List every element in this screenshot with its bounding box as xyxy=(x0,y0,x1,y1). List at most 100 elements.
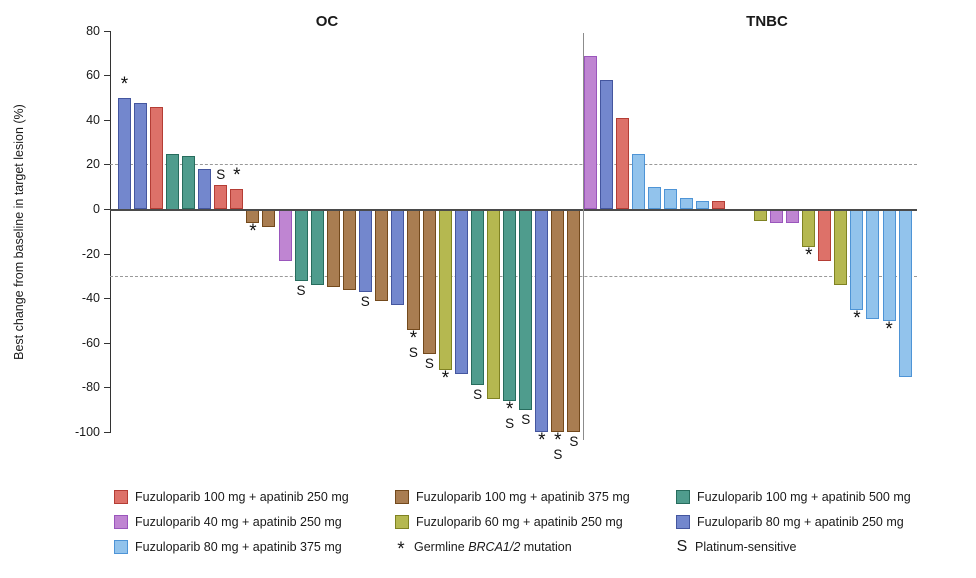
bar xyxy=(551,209,565,433)
y-tick-label: -100 xyxy=(74,424,100,439)
y-tick-label: -60 xyxy=(81,335,100,350)
legend-swatch xyxy=(114,514,128,529)
legend-item: Fuzuloparib 100 mg + apatinib 250 mg xyxy=(114,489,395,504)
brca-mutation-marker: * xyxy=(233,165,241,187)
legend-item: Fuzuloparib 60 mg + apatinib 250 mg xyxy=(395,514,676,529)
legend-item: Fuzuloparib 80 mg + apatinib 375 mg xyxy=(114,539,395,554)
bar xyxy=(374,209,388,301)
bar xyxy=(632,153,646,210)
bar xyxy=(802,209,816,248)
bar xyxy=(818,209,832,261)
panel-title-oc: OC xyxy=(315,13,339,30)
y-tick-mark xyxy=(104,209,110,210)
bar xyxy=(294,209,308,281)
y-tick-label: 80 xyxy=(86,23,100,38)
bar xyxy=(310,209,324,286)
bar xyxy=(487,209,501,399)
legend-item: S Platinum-sensitive xyxy=(676,537,911,555)
legend-item: * Germline BRCA1/2 mutation xyxy=(395,539,676,560)
bar xyxy=(342,209,356,290)
y-tick-label: 40 xyxy=(86,112,100,127)
legend-item: Fuzuloparib 100 mg + apatinib 500 mg xyxy=(676,489,911,504)
legend-label: Fuzuloparib 80 mg + apatinib 250 mg xyxy=(697,514,904,529)
legend-swatch xyxy=(676,489,690,504)
y-tick-mark xyxy=(104,253,110,255)
legend-item: Fuzuloparib 80 mg + apatinib 250 mg xyxy=(676,514,911,529)
platinum-sensitive-marker: S xyxy=(296,282,306,298)
platinum-sensitive-marker: S xyxy=(408,344,418,360)
bar xyxy=(471,209,485,386)
bar xyxy=(866,209,880,319)
bar xyxy=(278,209,292,261)
bar xyxy=(118,98,131,210)
legend-swatch xyxy=(395,514,409,529)
bar xyxy=(535,209,549,433)
platinum-sensitive-marker: S xyxy=(569,434,579,450)
y-tick-mark xyxy=(104,387,110,389)
bar xyxy=(439,209,452,370)
bar xyxy=(166,153,180,210)
bar xyxy=(850,209,864,310)
legend-label: Fuzuloparib 100 mg + apatinib 375 mg xyxy=(416,489,630,504)
legend-item: Fuzuloparib 100 mg + apatinib 375 mg xyxy=(395,489,676,504)
brca-mutation-marker: * xyxy=(249,220,257,242)
bar xyxy=(455,209,469,375)
y-tick-mark xyxy=(104,431,110,433)
bar xyxy=(326,209,340,288)
y-tick-label: 0 xyxy=(93,202,100,216)
platinum-marker-symbol: S xyxy=(676,537,688,555)
bar xyxy=(754,209,768,221)
y-tick-mark xyxy=(104,119,110,121)
y-tick-mark xyxy=(104,342,110,344)
bar xyxy=(358,209,372,292)
bar xyxy=(422,209,436,355)
y-tick-mark xyxy=(104,164,110,166)
bar xyxy=(600,80,614,210)
platinum-sensitive-marker: S xyxy=(424,356,434,372)
legend-swatch xyxy=(114,489,128,504)
y-axis-line xyxy=(110,31,111,433)
y-tick-label: -20 xyxy=(81,246,100,261)
bar xyxy=(584,55,597,210)
reference-line xyxy=(110,164,917,166)
y-axis-title: Best change from baseline in target lesi… xyxy=(12,104,26,360)
brca-mutation-marker: * xyxy=(409,327,418,349)
platinum-sensitive-marker: S xyxy=(505,416,515,432)
legend-item: Fuzuloparib 40 mg + apatinib 250 mg xyxy=(114,514,395,529)
bar xyxy=(390,209,404,306)
bar xyxy=(214,184,228,210)
brca-mutation-marker: * xyxy=(505,399,514,421)
legend-label: Germline BRCA1/2 mutation xyxy=(414,539,572,554)
platinum-sensitive-marker: S xyxy=(360,293,370,309)
bar xyxy=(786,209,800,223)
brca-mutation-marker: * xyxy=(538,430,546,452)
bar xyxy=(150,107,164,210)
zero-baseline xyxy=(110,208,917,211)
bar xyxy=(230,189,244,210)
y-tick-label: -80 xyxy=(81,380,100,395)
panel-title-tnbc: TNBC xyxy=(746,13,788,30)
bar xyxy=(664,189,678,210)
platinum-sensitive-marker: S xyxy=(473,387,483,403)
brca-mutation-marker: * xyxy=(554,430,562,452)
brca-mutation-marker: * xyxy=(885,318,893,340)
bar xyxy=(648,187,662,210)
legend-label: Fuzuloparib 100 mg + apatinib 500 mg xyxy=(697,489,911,504)
platinum-sensitive-marker: S xyxy=(553,447,563,463)
legend-label: Fuzuloparib 80 mg + apatinib 375 mg xyxy=(135,539,342,554)
legend-label: Fuzuloparib 60 mg + apatinib 250 mg xyxy=(416,514,623,529)
legend-label: Fuzuloparib 40 mg + apatinib 250 mg xyxy=(135,514,342,529)
bar xyxy=(770,209,784,223)
y-tick-label: 60 xyxy=(86,68,100,83)
bar xyxy=(519,209,533,410)
legend-swatch xyxy=(114,539,128,554)
panel-divider xyxy=(583,33,584,440)
bar xyxy=(616,118,630,210)
legend: Fuzuloparib 100 mg + apatinib 250 mg Fuzu… xyxy=(114,489,911,560)
bar xyxy=(262,209,276,228)
y-tick-mark xyxy=(104,30,110,32)
legend-swatch xyxy=(395,489,409,504)
platinum-sensitive-marker: S xyxy=(521,411,531,427)
legend-swatch xyxy=(676,514,690,529)
